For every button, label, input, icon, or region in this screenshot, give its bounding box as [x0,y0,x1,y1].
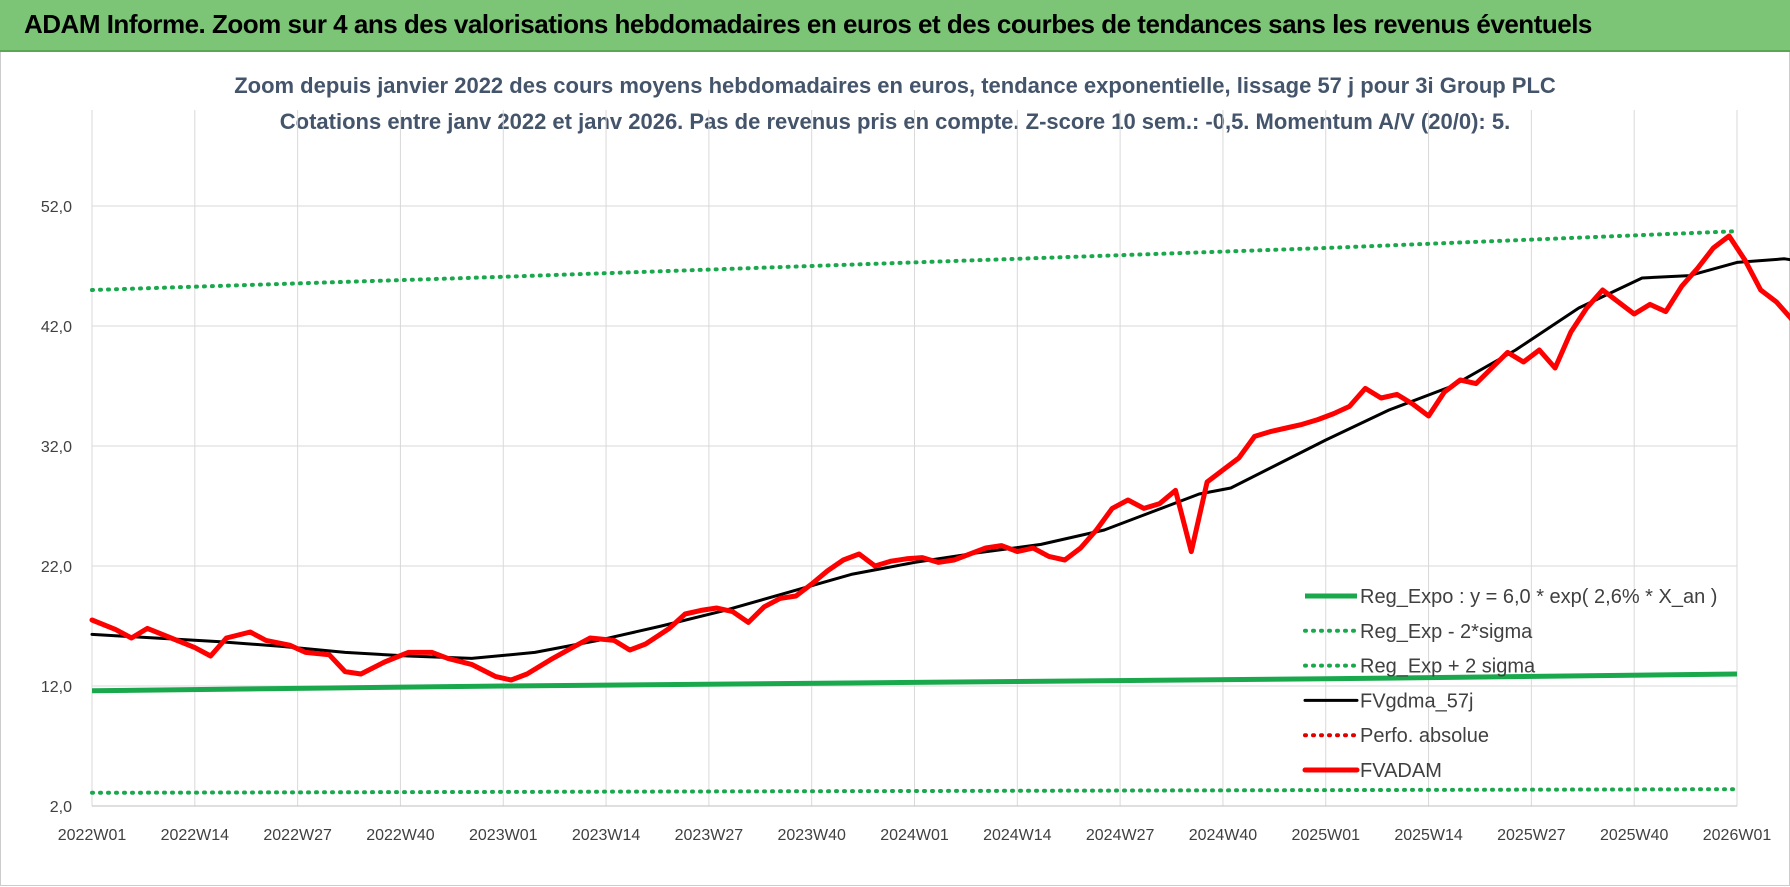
x-tick-label: 2025W01 [1292,827,1361,844]
series-line [89,233,1790,683]
x-tick-label: 2025W27 [1497,827,1566,844]
y-tick-label: 12,0 [41,679,72,696]
series-line [90,787,1739,795]
report-banner: ADAM Informe. Zoom sur 4 ans des valoris… [0,0,1790,52]
x-tick-label: 2022W27 [263,827,332,844]
x-tick-label: 2024W01 [880,827,949,844]
x-tick-label: 2024W40 [1189,827,1258,844]
legend-label: Perfo. absolue [1360,725,1489,747]
series-line [91,671,1738,694]
series-line [90,229,1739,292]
x-tick-label: 2023W14 [572,827,641,844]
legend: Reg_Expo : y = 6,0 * exp( 2,6% * X_an ) R… [1302,586,1717,782]
x-tick-label: 2022W40 [366,827,435,844]
x-tick-label: 2023W01 [469,827,538,844]
x-tick-label: 2025W14 [1394,827,1463,844]
y-tick-label: 22,0 [41,559,72,576]
y-axis: 2,0 12,0 22,0 32,0 42,0 52,0 [41,199,72,816]
x-tick-label: 2022W01 [58,827,127,844]
legend-label: Reg_Exp + 2 sigma [1360,656,1536,678]
x-tick-label: 2023W40 [777,827,846,844]
x-tick-label: 2024W14 [983,827,1052,844]
gridlines [91,110,1738,807]
legend-label: Reg_Expo : y = 6,0 * exp( 2,6% * X_an ) [1360,586,1717,608]
x-axis: 2022W01 2022W14 2022W27 2022W40 2023W01 2023W… [58,805,1772,844]
legend-label: FVADAM [1360,760,1442,782]
y-tick-label: 2,0 [50,799,72,816]
y-tick-label: 52,0 [41,199,72,216]
legend-label: Reg_Exp - 2*sigma [1360,621,1533,643]
x-tick-label: 2022W14 [161,827,230,844]
series-line [90,257,1790,660]
chart-title: Zoom depuis janvier 2022 des cours moyen… [234,73,1556,98]
report-title: ADAM Informe. Zoom sur 4 ans des valoris… [24,9,1592,39]
legend-label: FVgdma_57j [1360,690,1473,712]
y-tick-label: 42,0 [41,319,72,336]
x-tick-label: 2025W40 [1600,827,1669,844]
chart-subtitle: Cotations entre janv 2022 et janv 2026. … [280,109,1510,134]
plot-area [89,229,1790,795]
x-tick-label: 2026W01 [1703,827,1772,844]
x-tick-label: 2023W27 [675,827,744,844]
x-tick-label: 2024W27 [1086,827,1155,844]
y-tick-label: 32,0 [41,439,72,456]
